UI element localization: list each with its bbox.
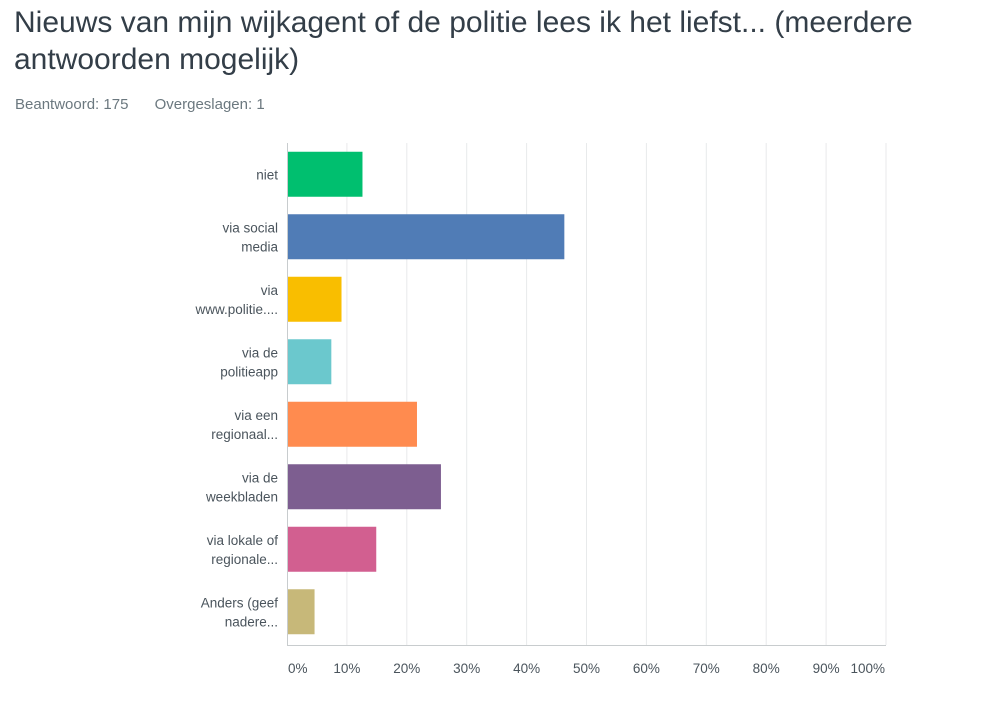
category-label: via lokale of (207, 533, 279, 548)
skipped-count: Overgeslagen: 1 (154, 96, 265, 113)
category-label: via social (222, 220, 278, 235)
x-tick-label: 70% (693, 661, 720, 676)
bar (288, 401, 417, 447)
x-tick-label: 80% (753, 661, 780, 676)
bar (288, 339, 332, 385)
category-label: regionale... (211, 552, 278, 567)
category-label: via een (234, 408, 278, 423)
bar (288, 151, 363, 197)
question-title: Nieuws van mijn wijkagent of de politie … (14, 6, 913, 76)
bar (288, 464, 441, 510)
x-tick-label: 10% (333, 661, 360, 676)
bar (288, 214, 565, 260)
category-label: politieapp (220, 364, 278, 379)
x-tick-label: 60% (633, 661, 660, 676)
category-label: regionaal... (211, 427, 278, 442)
x-tick-label: 50% (573, 661, 600, 676)
x-tick-label: 90% (813, 661, 840, 676)
x-tick-label: 20% (393, 661, 420, 676)
category-label: weekbladen (205, 489, 278, 504)
category-label: via de (242, 470, 278, 485)
bar (288, 276, 342, 322)
x-tick-label: 30% (453, 661, 480, 676)
bar (288, 526, 377, 572)
category-label: media (241, 239, 278, 254)
category-label: www.politie.... (194, 302, 278, 317)
response-stats: Beantwoord: 175 Overgeslagen: 1 (15, 96, 265, 113)
category-label: via (261, 283, 279, 298)
category-label: nadere... (225, 614, 278, 629)
category-label: niet (256, 167, 278, 182)
answered-count: Beantwoord: 175 (15, 96, 129, 113)
x-tick-label: 0% (288, 661, 308, 676)
x-tick-label: 40% (513, 661, 540, 676)
category-label: Anders (geef (201, 595, 279, 610)
bar (288, 589, 315, 635)
x-tick-label: 100% (850, 661, 885, 676)
category-label: via de (242, 345, 278, 360)
